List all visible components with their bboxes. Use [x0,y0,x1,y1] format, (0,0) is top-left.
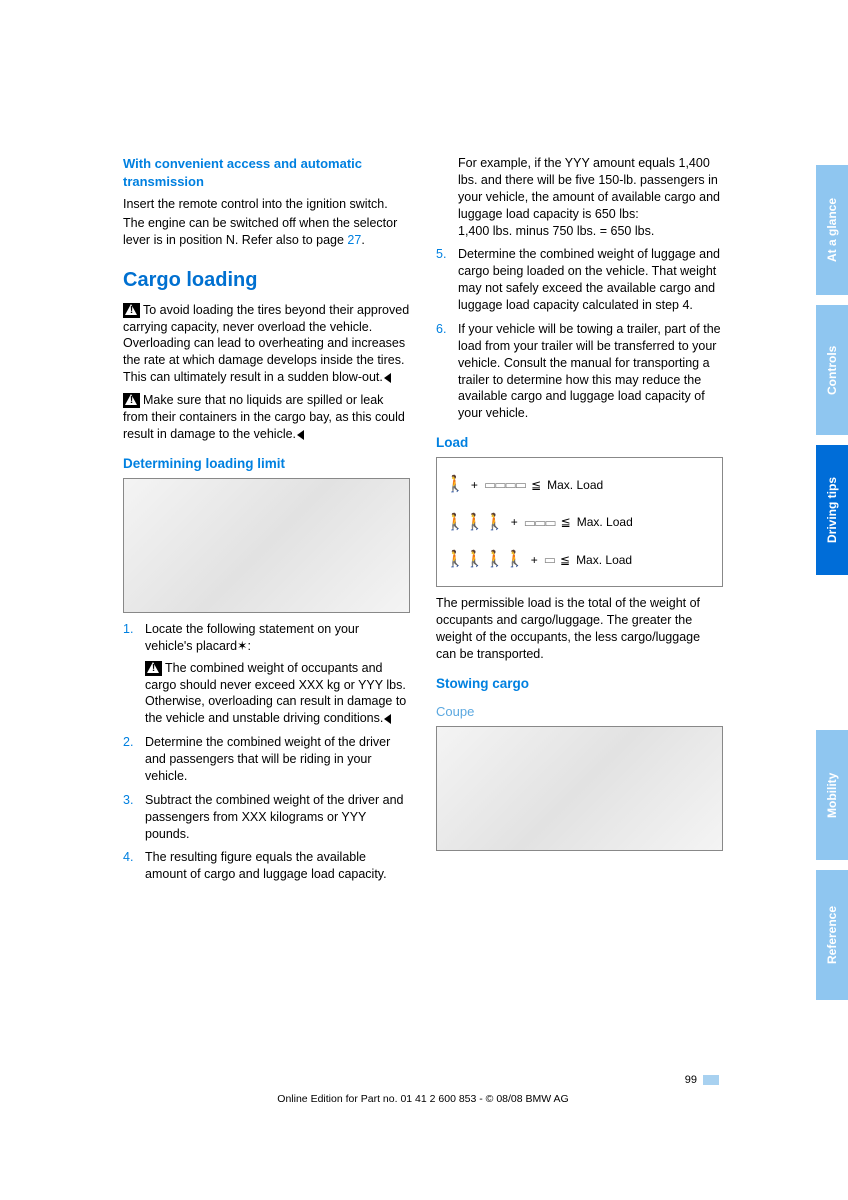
main-heading: Cargo loading [123,267,410,294]
numbered-list: Determine the combined weight of luggage… [436,246,723,422]
list-item: Determine the combined weight of the dri… [123,734,410,785]
luggage-icon: ▭▭▭▭ [484,476,525,494]
numbered-list: Locate the following statement on your v… [123,621,410,883]
load-row: 🚶🚶🚶🚶 + ▭ ≦ Max. Load [445,549,714,571]
left-column: With convenient access and automatic tra… [123,155,410,890]
subsection-heading: Determining loading limit [123,455,410,473]
list-continuation: For example, if the YYY amount equals 1,… [436,155,723,239]
person-icon: 🚶🚶🚶🚶 [445,549,525,571]
list-item: Locate the following statement on your v… [123,621,410,727]
footnote-star-icon: ✶ [237,639,247,653]
footer-text: Online Edition for Part no. 01 41 2 600 … [123,1092,723,1106]
page-footer: 99 Online Edition for Part no. 01 41 2 6… [123,1073,723,1106]
side-tabs: At a glance Controls Driving tips Mobili… [816,165,848,1000]
warning-paragraph: Make sure that no liquids are spilled or… [123,392,410,443]
body-text: The permissible load is the total of the… [436,595,723,663]
person-icon: 🚶🚶🚶 [445,512,505,534]
list-item: If your vehicle will be towing a trailer… [436,321,723,422]
page-marker-icon [703,1075,719,1085]
tab-mobility[interactable]: Mobility [816,730,848,860]
person-icon: 🚶 [445,474,465,496]
load-diagram: 🚶 + ▭▭▭▭ ≦ Max. Load 🚶🚶🚶 + ▭▭▭ ≦ Max. Lo… [436,457,723,587]
tab-at-a-glance[interactable]: At a glance [816,165,848,295]
page-ref-link[interactable]: 27 [347,233,361,247]
luggage-icon: ▭ [544,551,554,569]
page-number: 99 [123,1073,723,1088]
warning-icon [145,661,162,676]
coupe-illustration [436,726,723,851]
load-row: 🚶 + ▭▭▭▭ ≦ Max. Load [445,474,714,496]
subheading: Coupe [436,703,723,721]
tab-controls[interactable]: Controls [816,305,848,435]
warning-paragraph: To avoid loading the tires beyond their … [123,302,410,386]
body-text: The engine can be switched off when the … [123,215,410,249]
subsection-heading: Load [436,434,723,452]
subsection-heading: Stowing cargo [436,675,723,693]
right-column: For example, if the YYY amount equals 1,… [436,155,723,890]
end-mark-icon [384,373,391,383]
nested-warning: The combined weight of occupants and car… [145,660,410,728]
luggage-icon: ▭▭▭ [524,514,555,532]
warning-icon [123,393,140,408]
tab-driving-tips[interactable]: Driving tips [816,445,848,575]
body-text: Insert the remote control into the ignit… [123,196,410,213]
end-mark-icon [297,430,304,440]
list-item: The resulting figure equals the availabl… [123,849,410,883]
warning-icon [123,303,140,318]
list-item: Subtract the combined weight of the driv… [123,792,410,843]
load-row: 🚶🚶🚶 + ▭▭▭ ≦ Max. Load [445,512,714,534]
section-heading: With convenient access and automatic tra… [123,155,410,190]
tab-reference[interactable]: Reference [816,870,848,1000]
page-content: With convenient access and automatic tra… [123,155,723,890]
placard-illustration [123,478,410,613]
list-item: Determine the combined weight of luggage… [436,246,723,314]
end-mark-icon [384,714,391,724]
